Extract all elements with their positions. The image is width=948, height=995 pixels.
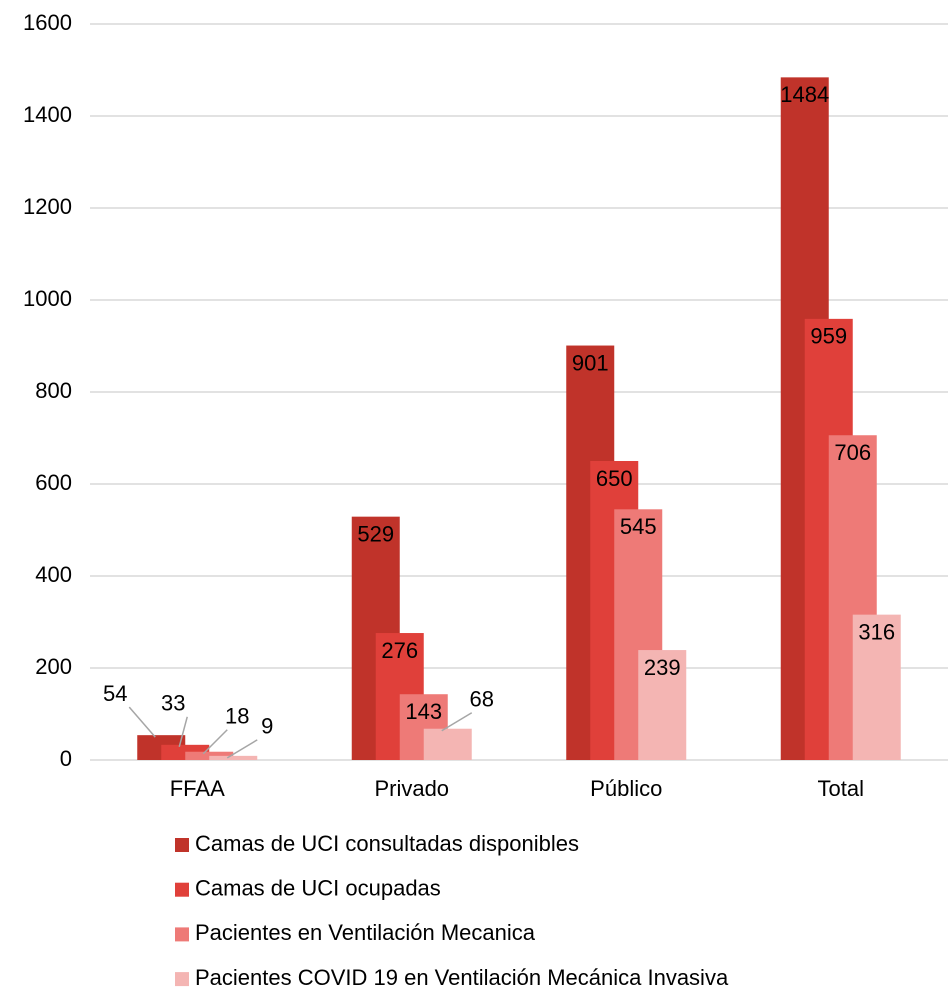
leader-line xyxy=(178,716,188,748)
x-tick-label: Público xyxy=(590,776,662,801)
data-label: 54 xyxy=(103,681,127,706)
legend-label: Pacientes COVID 19 en Ventilación Mecáni… xyxy=(195,965,729,990)
leader-line xyxy=(128,706,156,738)
bar xyxy=(423,728,472,760)
y-tick-label: 1600 xyxy=(23,10,72,35)
data-label: 706 xyxy=(834,440,871,465)
data-label: 18 xyxy=(225,704,249,729)
data-label: 1484 xyxy=(780,82,829,107)
legend-label: Camas de UCI consultadas disponibles xyxy=(195,831,579,856)
legend-label: Camas de UCI ocupadas xyxy=(195,876,441,901)
data-label: 33 xyxy=(161,691,185,716)
y-tick-label: 600 xyxy=(35,470,72,495)
data-label: 276 xyxy=(381,638,418,663)
y-tick-label: 0 xyxy=(60,746,72,771)
bar xyxy=(209,755,258,760)
data-label: 143 xyxy=(405,699,442,724)
data-label: 316 xyxy=(858,619,895,644)
y-tick-label: 400 xyxy=(35,562,72,587)
y-tick-label: 1200 xyxy=(23,194,72,219)
y-tick-label: 1000 xyxy=(23,286,72,311)
y-tick-label: 200 xyxy=(35,654,72,679)
leader-line xyxy=(226,739,258,759)
data-label: 545 xyxy=(620,514,657,539)
legend-swatch xyxy=(175,927,189,942)
y-tick-label: 1400 xyxy=(23,102,72,127)
legend-label: Pacientes en Ventilación Mecanica xyxy=(195,920,536,945)
data-label: 650 xyxy=(596,466,633,491)
data-label: 9 xyxy=(261,714,273,739)
x-tick-label: Privado xyxy=(374,776,449,801)
data-label: 68 xyxy=(470,687,494,712)
bar xyxy=(638,650,687,760)
legend-swatch xyxy=(175,882,189,897)
bar xyxy=(852,614,901,760)
y-tick-label: 800 xyxy=(35,378,72,403)
legend-swatch xyxy=(175,838,189,852)
data-label: 529 xyxy=(357,521,394,546)
x-tick-label: Total xyxy=(818,776,864,801)
data-label: 239 xyxy=(644,655,681,680)
data-label: 959 xyxy=(810,324,847,349)
x-tick-label: FFAA xyxy=(170,776,225,801)
data-label: 901 xyxy=(572,350,609,375)
leader-line xyxy=(441,712,473,732)
leader-line xyxy=(202,729,228,755)
legend-swatch xyxy=(175,972,189,987)
